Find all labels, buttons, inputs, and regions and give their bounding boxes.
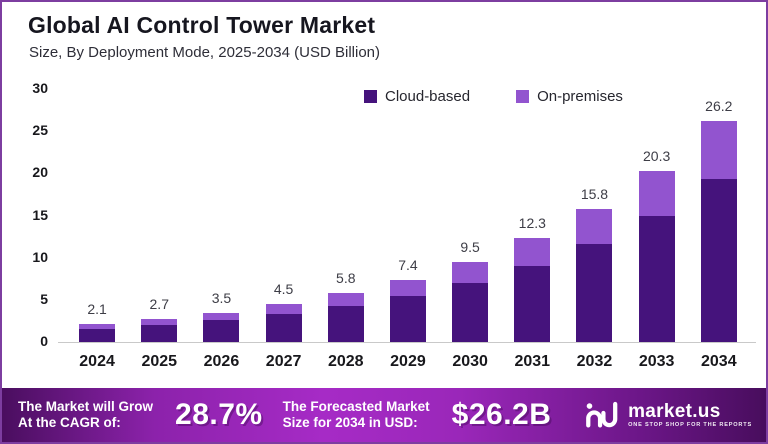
cagr-label-line1: The Market will Grow <box>18 399 154 414</box>
y-tick-label: 30 <box>32 80 48 96</box>
x-tick-label: 2032 <box>576 353 613 370</box>
bar-segment-on-premises <box>638 170 675 216</box>
page-title: Global AI Control Tower Market <box>28 12 376 38</box>
bar-value-label: 3.5 <box>211 289 232 306</box>
bar-column-2024: 2.1 <box>66 89 128 342</box>
bar-value-label: 2.1 <box>87 301 107 318</box>
bar-segment-on-premises <box>700 121 737 180</box>
bar-value-label: 5.8 <box>336 270 356 287</box>
y-axis: 0 5 10 15 20 25 30 <box>8 2 48 442</box>
bar-column-2030: 9.5 <box>439 89 501 342</box>
bar-segment-cloud-based <box>452 282 489 342</box>
cagr-value: 28.7% <box>175 398 263 431</box>
y-tick-label: 0 <box>40 333 48 349</box>
bar-value-label: 9.5 <box>460 238 480 255</box>
bar-value-label: 7.4 <box>398 256 418 273</box>
bar-segment-on-premises <box>203 312 240 321</box>
x-axis-labels: 2024 2025 2026 2027 2028 2029 2030 2031 2032 2033… <box>66 353 750 371</box>
y-tick-label: 25 <box>32 122 48 139</box>
x-tick-label: 2028 <box>327 353 364 370</box>
marketus-logo-tagline: ONE STOP SHOP FOR THE REPORTS <box>628 421 752 428</box>
bars: 2.1 2.7 3.5 4.5 5.8 7.4 9.5 12.3 15.8 20.3 26.2 <box>66 89 750 342</box>
bar-column-2031: 12.3 <box>501 89 563 342</box>
x-axis-baseline <box>58 342 756 343</box>
marketus-logo: market.us ONE STOP SHOP FOR THE REPORTS <box>585 401 752 430</box>
y-tick-label: 15 <box>32 206 48 223</box>
legend-item-on-premises: On-premises <box>516 88 623 105</box>
bar-value-label: 20.3 <box>643 147 671 164</box>
chart-legend: Cloud-based On-premises <box>364 88 623 105</box>
forecast-label: The Forecasted Market Size for 2034 in U… <box>283 399 430 431</box>
x-tick-label: 2031 <box>514 353 551 370</box>
bar-segment-cloud-based <box>265 314 302 342</box>
marketus-logo-name: market.us <box>628 400 721 422</box>
x-tick-label: 2030 <box>452 353 488 370</box>
bar-column-2029: 7.4 <box>377 89 439 342</box>
y-tick-label: 20 <box>32 164 48 181</box>
cagr-label: The Market will Grow At the CAGR of: <box>18 399 153 431</box>
bar-segment-on-premises <box>79 324 116 329</box>
x-tick-label: 2025 <box>141 353 178 370</box>
bar-segment-on-premises <box>576 208 613 245</box>
x-tick-label: 2027 <box>265 353 302 370</box>
bar-segment-cloud-based <box>389 295 426 342</box>
bar-column-2034: 26.2 <box>688 89 750 342</box>
bar-column-2033: 20.3 <box>626 89 688 342</box>
bar-column-2025: 2.7 <box>128 89 190 342</box>
bar-segment-on-premises <box>389 279 426 296</box>
y-tick-label: 10 <box>32 248 48 265</box>
bar-column-2027: 4.5 <box>253 89 315 342</box>
legend-label-on-premises: On-premises <box>537 88 623 105</box>
legend-swatch-cloud-based <box>364 90 377 103</box>
y-tick-label: 5 <box>40 290 48 307</box>
legend-swatch-on-premises <box>516 90 530 103</box>
legend-item-cloud-based: Cloud-based <box>364 88 470 105</box>
x-tick-label: 2029 <box>390 353 426 370</box>
bar-segment-on-premises <box>141 319 178 326</box>
bar-value-label: 2.7 <box>149 296 169 313</box>
forecast-label-line2: Size for 2034 in USD: <box>282 415 418 430</box>
bar-column-2032: 15.8 <box>563 89 625 342</box>
bar-segment-cloud-based <box>514 266 551 342</box>
x-tick-label: 2034 <box>701 353 737 370</box>
bar-segment-on-premises <box>514 238 551 267</box>
bar-column-2028: 5.8 <box>315 89 377 342</box>
x-tick-label: 2024 <box>79 353 115 370</box>
marketus-logo-text: market.us ONE STOP SHOP FOR THE REPORTS <box>628 402 752 429</box>
marketus-logo-icon <box>585 401 621 430</box>
legend-label-cloud-based: Cloud-based <box>385 88 471 105</box>
bar-segment-cloud-based <box>79 328 116 342</box>
bar-value-label: 12.3 <box>518 215 546 232</box>
bottom-banner: The Market will Grow At the CAGR of: 28.… <box>2 388 766 442</box>
bar-segment-cloud-based <box>327 305 364 342</box>
x-tick-label: 2026 <box>203 353 240 370</box>
bar-segment-on-premises <box>452 261 489 283</box>
bar-segment-cloud-based <box>576 244 613 342</box>
chart-subtitle: Size, By Deployment Mode, 2025-2034 (USD… <box>29 44 380 61</box>
bar-value-label: 26.2 <box>705 98 733 115</box>
bar-segment-cloud-based <box>638 215 675 342</box>
bar-segment-cloud-based <box>700 179 737 342</box>
bar-value-label: 4.5 <box>273 281 294 298</box>
bar-segment-on-premises <box>327 293 364 306</box>
x-tick-label: 2033 <box>638 353 675 370</box>
forecast-value: $26.2B <box>451 398 552 431</box>
bar-column-2026: 3.5 <box>190 89 252 342</box>
forecast-label-line1: The Forecasted Market <box>282 399 430 414</box>
bar-segment-cloud-based <box>203 320 240 342</box>
bar-segment-cloud-based <box>141 325 178 342</box>
bar-segment-on-premises <box>265 304 302 315</box>
cagr-label-line2: At the CAGR of: <box>18 415 121 430</box>
bar-value-label: 15.8 <box>580 185 609 202</box>
